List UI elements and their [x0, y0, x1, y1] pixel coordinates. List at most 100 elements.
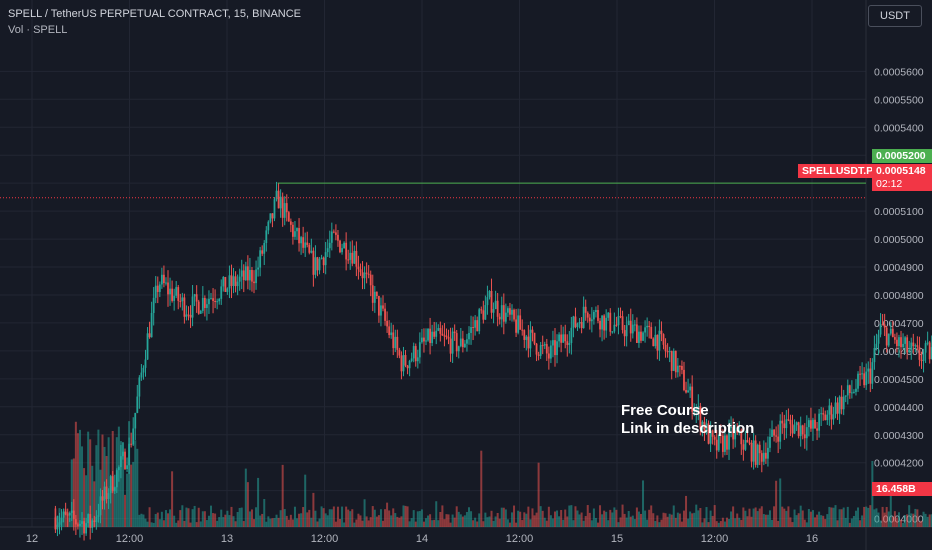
volume-bar [144, 518, 147, 527]
candle-body [355, 250, 358, 267]
volume-bar [396, 516, 399, 527]
currency-button[interactable]: USDT [868, 5, 922, 27]
volume-bar [639, 513, 642, 527]
volume-bar [400, 516, 403, 527]
candle-body [582, 306, 585, 329]
volume-bar [414, 521, 417, 527]
candle-body [324, 252, 327, 266]
volume-bar [543, 517, 546, 527]
volume-bar [365, 516, 368, 527]
volume-bar [234, 521, 237, 527]
volume-bar [488, 516, 491, 527]
candle-body [269, 213, 272, 222]
candle-body [576, 323, 579, 328]
volume-bar [854, 510, 857, 527]
candle-body [478, 309, 481, 332]
candle-body [732, 427, 735, 440]
candle-body [418, 342, 421, 358]
volume-bar [199, 521, 202, 527]
candle-body [212, 298, 214, 301]
candle-body [881, 324, 884, 326]
candle-body [918, 346, 921, 360]
candle-body [314, 257, 317, 275]
volume-bar [539, 506, 542, 527]
volume-bar [832, 507, 835, 527]
candle-body [320, 257, 323, 259]
y-tick-label: 0.0004500 [874, 374, 924, 386]
symbol-tag: SPELLUSDT.P [798, 164, 878, 178]
candle-body [900, 337, 902, 348]
y-tick-label: 0.0005400 [874, 122, 924, 134]
volume-bar [156, 512, 159, 527]
candle-body [437, 328, 440, 331]
candle-body [357, 266, 360, 270]
volume-bar [347, 509, 350, 527]
volume-bar [580, 512, 583, 527]
volume-bar [185, 507, 188, 527]
volume-bar [521, 520, 524, 527]
candle-body [795, 422, 798, 426]
volume-bar [744, 510, 747, 527]
volume-bar [517, 510, 520, 527]
candle-body [115, 470, 118, 488]
candle-body [457, 346, 460, 352]
candle-body [326, 248, 329, 253]
volume-bar [484, 512, 487, 527]
candle-body [404, 355, 407, 366]
candle-body [893, 337, 896, 340]
volume-bar [482, 521, 485, 527]
volume-bar [296, 518, 299, 527]
candle-body [206, 304, 208, 308]
candle-body [412, 346, 415, 359]
candle-body [812, 419, 814, 429]
candle-body [529, 329, 532, 349]
volume-bar [887, 511, 890, 527]
candle-body [365, 272, 368, 274]
candle-body [144, 359, 147, 368]
candle-body [738, 430, 741, 433]
candle-body [705, 423, 708, 434]
candle-body [498, 316, 501, 320]
candle-body [345, 242, 348, 260]
volume-bar [367, 520, 370, 527]
volume-bar [222, 517, 225, 527]
volume-bar [459, 514, 462, 527]
candle-body [826, 414, 829, 421]
volume-bar [302, 507, 305, 527]
candle-body [455, 333, 458, 352]
candle-body [253, 281, 255, 284]
volume-bar [562, 519, 565, 527]
current-price-tag: 0.0005148 [872, 164, 932, 178]
volume-bar [85, 475, 88, 527]
y-tick-label: 0.0005600 [874, 66, 924, 78]
candle-body [599, 320, 601, 330]
candle-body [916, 345, 919, 347]
volume-bar [214, 513, 217, 527]
volume-bar [359, 515, 362, 527]
candle-body [447, 336, 450, 339]
candle-body [592, 311, 595, 320]
volume-bar [574, 506, 577, 527]
candle-body [113, 487, 116, 492]
volume-bar [807, 509, 810, 527]
volume-bar [160, 511, 163, 527]
candle-body [666, 351, 669, 353]
candle-body [494, 300, 497, 310]
volume-bar [226, 510, 229, 527]
candle-body [431, 331, 434, 344]
volume-bar [746, 516, 749, 527]
volume-bar [631, 515, 634, 527]
volume-bar [279, 510, 282, 527]
volume-bar [603, 510, 606, 527]
volume-bar [375, 516, 378, 527]
volume-bar [406, 506, 409, 527]
volume-bar [625, 517, 628, 527]
volume-bar [351, 509, 354, 527]
volume-bar [811, 510, 814, 527]
volume-bar [332, 506, 335, 527]
volume-bar [707, 522, 710, 527]
candle-body [390, 332, 393, 336]
candle-body [427, 328, 429, 341]
y-tick-label: 0.0004300 [874, 430, 924, 442]
